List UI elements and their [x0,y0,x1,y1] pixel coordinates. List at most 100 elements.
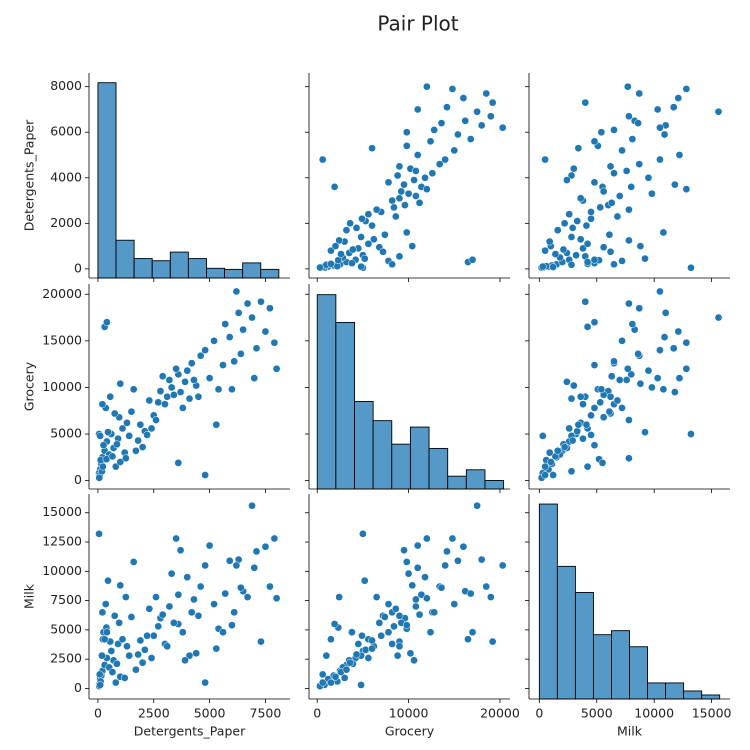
scatter-point [669,103,678,112]
hist-bar [574,592,594,700]
scatter-point [625,236,633,245]
scatter-point [656,123,664,132]
scatter-point [176,546,185,555]
scatter-point [618,336,626,345]
hist-bar [409,426,430,490]
scatter-point [468,628,477,637]
scatter-point [488,98,497,107]
x-tick-label: 10000 [389,706,429,721]
scatter-point [318,670,327,679]
scatter-point [95,670,104,679]
scatter-point [368,144,376,153]
scatter-point [335,593,343,601]
scatter-point [397,187,406,196]
scatter-point [687,430,695,438]
hist-bar [242,262,262,279]
scatter-point [567,233,576,241]
scatter-point [358,214,366,223]
scatter-point [421,573,429,582]
scatter-point [545,237,554,246]
scatter-point [178,628,187,637]
scatter-point [395,252,404,261]
scatter-point [583,323,592,331]
scatter-point [656,346,664,355]
scatter-point [342,226,351,235]
x-axis-label: Milk [617,724,643,739]
scatter-point [567,171,576,180]
y-tick-label: 4000 [50,169,82,184]
scatter-point [357,681,365,689]
scatter-point [477,121,486,130]
scatter-point [675,151,684,159]
scatter-point [454,556,462,565]
x-tick-label: 20000 [480,706,520,721]
scatter-point [368,644,376,653]
hist-bar [354,400,374,490]
y-tick-label: 0 [74,260,82,275]
scatter-point [610,357,618,366]
scatter-point [239,325,247,334]
scatter-point [459,94,468,102]
scatter-point [98,462,107,471]
scatter-point [653,105,662,114]
hist-bar [372,420,393,490]
scatter-point [563,377,571,386]
scatter-point [250,563,259,572]
x-tick-label: 5000 [194,706,226,721]
scatter-point [388,260,396,269]
x-tick-label: 10000 [634,706,674,721]
hist-bar [187,258,207,279]
scatter-point [129,558,138,566]
hist-bar [611,630,630,700]
scatter-point [567,260,576,269]
x-tick-label: 0 [535,706,543,721]
scatter-point [95,473,104,482]
scatter-point [622,376,631,384]
scatter-point [228,621,236,630]
scatter-point [423,594,431,603]
scatter-point [348,259,356,268]
scatter-point [96,681,105,689]
scatter-point [459,542,468,551]
scatter-point [486,112,495,121]
scatter-point [579,434,587,443]
scatter-point [574,420,583,429]
scatter-point [635,89,644,98]
scatter-point [660,333,669,341]
scatter-point [415,610,424,619]
scatter-point [114,640,122,648]
scatter-point [167,383,176,392]
scatter-point [183,366,192,375]
scatter-point [573,217,582,225]
scatter-point [225,556,234,565]
scatter-point [426,628,435,637]
scatter-point [682,185,691,194]
hist-bar [151,260,171,279]
scatter-point [138,658,147,667]
scatter-point [437,583,446,592]
scatter-point [395,611,404,620]
scatter-point [545,448,554,457]
scatter-point [606,162,615,171]
scatter-point [560,443,569,451]
scatter-point [400,546,408,555]
scatter-point [225,333,234,341]
scatter-point [583,239,592,248]
scatter-point [118,424,127,433]
scatter-point [599,413,608,422]
y-tick-label: 0 [74,472,82,487]
scatter-point [461,116,470,125]
scatter-point [390,203,398,212]
scatter-point [714,107,723,116]
scatter-point [346,219,354,228]
scatter-point [625,205,633,214]
hist-bar [391,443,411,490]
scatter-point [412,167,420,175]
scatter-point [568,436,577,445]
scatter-point [656,155,664,164]
y-tick-label: 2000 [50,215,82,230]
scatter-point [127,407,136,416]
scatter-point [714,313,723,322]
scatter-point [590,137,599,146]
scatter-point [400,180,408,189]
